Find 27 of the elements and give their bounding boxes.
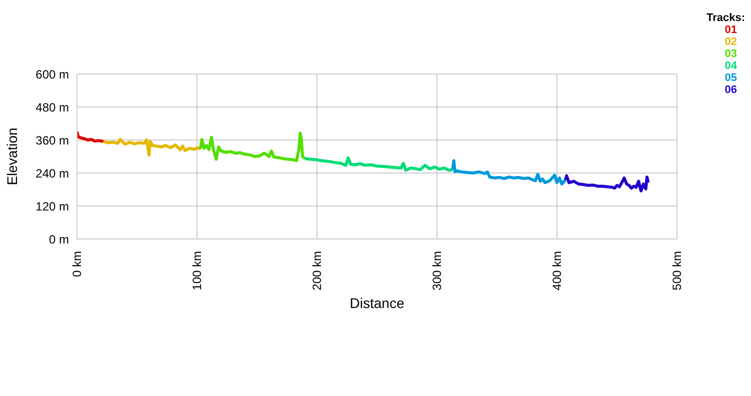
x-tick-label: 100 km <box>190 251 204 290</box>
text: 04 <box>724 60 738 72</box>
line-series <box>451 159 567 186</box>
x-axis-title: Distance <box>350 295 404 311</box>
line-series <box>304 156 454 172</box>
y-tick-label: 240 m <box>36 166 69 180</box>
line-series <box>102 138 202 157</box>
y-axis-title: Elevation <box>4 128 20 186</box>
x-tick-label: 400 km <box>550 251 564 290</box>
text: 05 <box>724 72 738 84</box>
x-tick-label: 0 km <box>70 251 84 278</box>
line-series <box>199 132 306 162</box>
text: 06 <box>724 84 738 96</box>
line-series <box>77 130 105 143</box>
y-tick-label: 0 m <box>48 232 69 246</box>
x-tick-label: 300 km <box>430 251 444 290</box>
y-tick-label: 600 m <box>36 67 69 82</box>
line-series <box>564 174 650 192</box>
text: 01 <box>724 24 738 36</box>
x-tick-label: 200 km <box>310 251 324 290</box>
y-tick-label: 480 m <box>36 100 69 114</box>
x-tick-label: 500 km <box>670 251 684 290</box>
text: 02 <box>724 36 738 48</box>
y-tick-label: 120 m <box>36 199 69 214</box>
text: 03 <box>724 48 738 60</box>
legend-title: Tracks: <box>706 12 745 24</box>
y-tick-label: 360 m <box>36 133 69 148</box>
